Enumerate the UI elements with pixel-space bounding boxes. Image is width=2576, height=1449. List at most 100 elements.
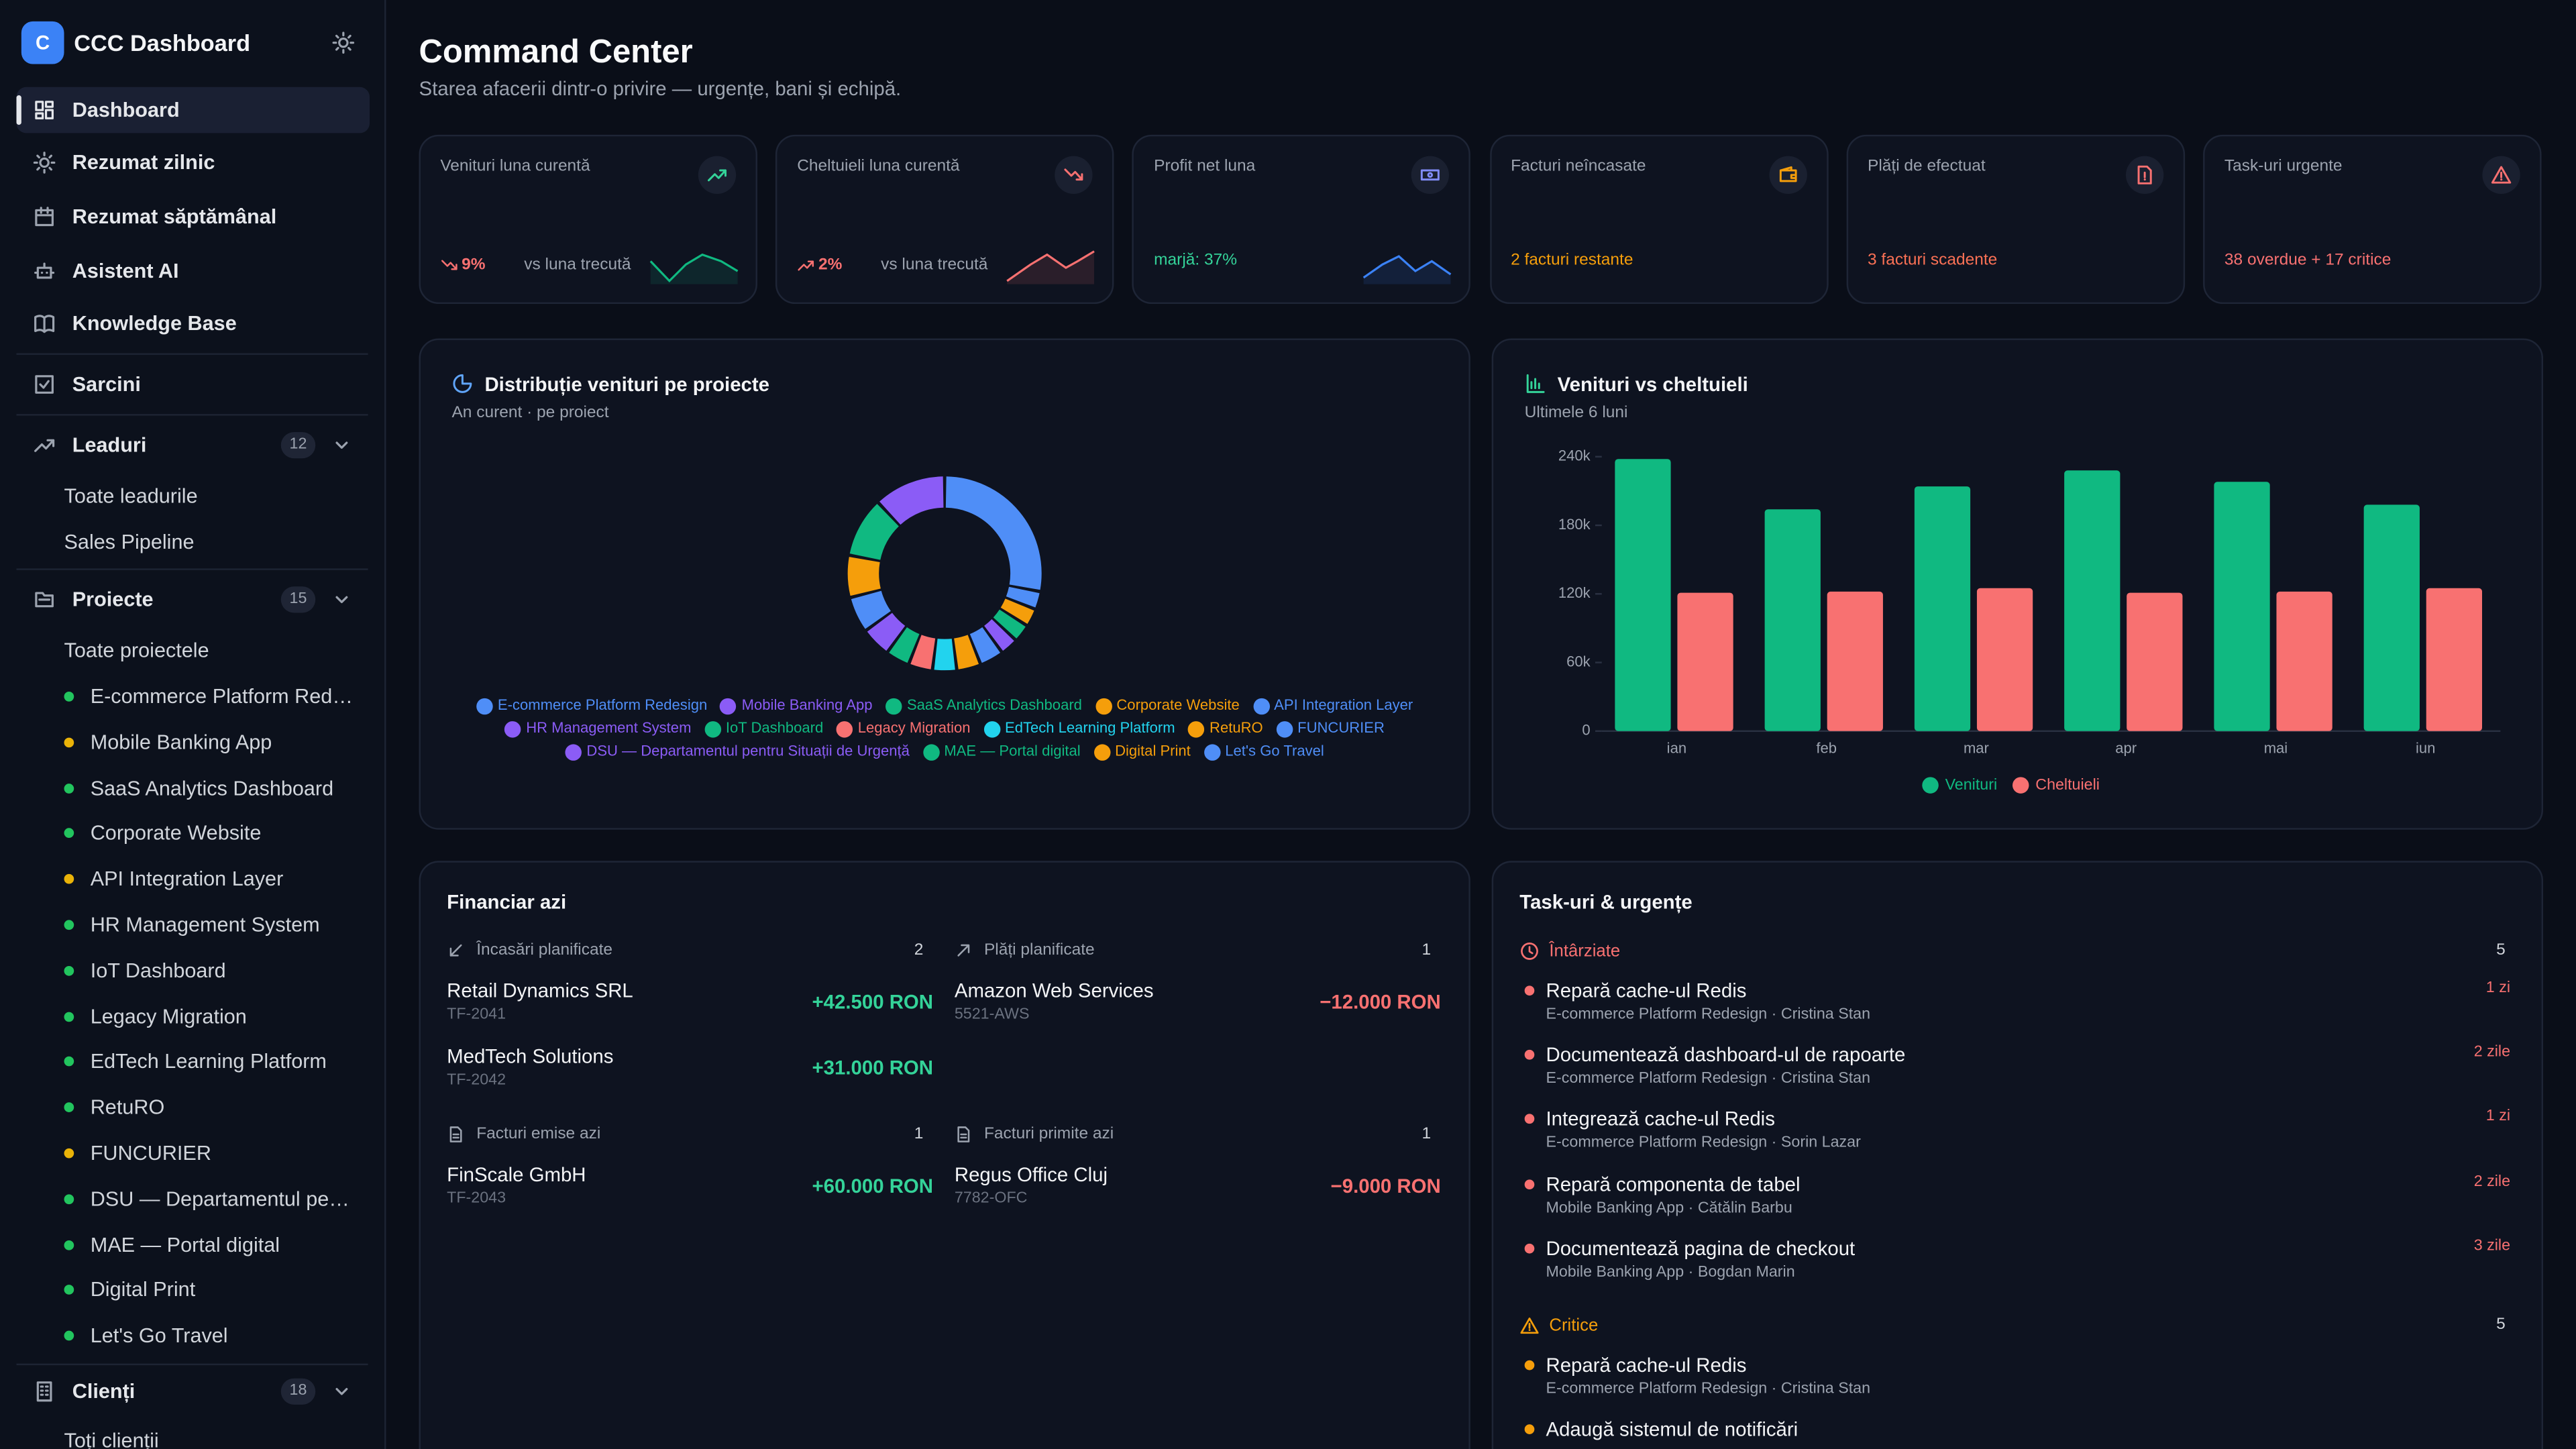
task-due: 2 zile <box>2473 1172 2511 1191</box>
counterparty: Amazon Web Services <box>954 979 1154 1002</box>
nav-group[interactable] <box>16 422 370 468</box>
status-dot <box>64 1331 74 1341</box>
legend-swatch <box>1252 697 1269 714</box>
counterparty: Retail Dynamics SRL <box>447 979 633 1002</box>
legend-label: Digital Print <box>1115 742 1191 759</box>
legend-item[interactable]: HR Management System <box>504 718 691 739</box>
legend-item[interactable]: FUNCURIER <box>1276 718 1385 739</box>
legend-item[interactable]: Digital Print <box>1093 741 1191 762</box>
project-link: MAE — Portal digital <box>90 1233 280 1256</box>
bar <box>2276 591 2332 731</box>
sparkline-line <box>651 255 738 281</box>
kpi-label: Facturi neîncasate <box>1511 158 1646 176</box>
x-tick-label: mar <box>1964 740 1989 757</box>
legend-label: SaaS Analytics Dashboard <box>906 696 1082 713</box>
legend-label: Legacy Migration <box>857 719 971 737</box>
sparkline-area <box>1364 256 1452 284</box>
icon <box>441 260 458 270</box>
donut-segment <box>983 619 1014 651</box>
legend-item[interactable]: SaaS Analytics Dashboard <box>885 695 1082 716</box>
legend-swatch <box>565 743 582 760</box>
task-dot <box>1524 1179 1535 1189</box>
nav-label: Rezumat săptămânal <box>72 205 277 229</box>
icon-path <box>1778 166 1796 182</box>
project-link: Mobile Banking App <box>90 731 272 754</box>
legend-item[interactable]: E-commerce Platform Redesign <box>476 695 707 716</box>
legend-item[interactable]: RetuRO <box>1188 718 1263 739</box>
legend-item[interactable]: API Integration Layer <box>1252 695 1413 716</box>
divider <box>16 1363 368 1366</box>
bar <box>2127 592 2183 731</box>
kpi-card <box>419 134 757 305</box>
nav-item[interactable] <box>16 362 370 408</box>
legend-item[interactable]: IoT Dashboard <box>704 718 823 739</box>
status-dot <box>64 783 74 793</box>
panel <box>1491 861 2544 1449</box>
icon <box>1526 374 1545 393</box>
active-indicator <box>16 95 21 125</box>
icon <box>34 262 55 279</box>
legend-label: Corporate Website <box>1116 696 1240 713</box>
nav-group[interactable] <box>16 577 370 623</box>
nav-group[interactable] <box>16 1368 370 1415</box>
nav-sub-label: Toate proiectele <box>64 639 209 662</box>
kpi-card <box>1489 134 1828 305</box>
legend-label: MAE — Portal digital <box>944 742 1081 759</box>
kpi-footer: 3 facturi scadente <box>1867 251 1998 270</box>
section-label: Încasări planificate <box>476 941 613 960</box>
status-dot <box>64 1285 74 1295</box>
section-label: Facturi emise azi <box>476 1125 601 1144</box>
kpi-icon-bg <box>698 156 737 194</box>
icon <box>707 169 727 182</box>
kpi-label: Venituri luna curentă <box>440 158 590 176</box>
nav-label: Asistent AI <box>72 259 179 283</box>
task-title: Repară cache-ul Redis <box>1546 979 1747 1002</box>
sparkline <box>1008 252 1095 284</box>
legend-item[interactable]: Mobile Banking App <box>720 695 873 716</box>
icon <box>35 592 54 608</box>
icon-path <box>1421 169 1440 181</box>
nav-item[interactable] <box>16 87 370 133</box>
legend-item[interactable]: Corporate Website <box>1095 695 1240 716</box>
task-dot <box>1524 985 1535 996</box>
task-title: Integrează cache-ul Redis <box>1546 1108 1775 1131</box>
icon <box>957 1126 970 1142</box>
donut-segment <box>1006 586 1040 608</box>
count-badge: 15 <box>280 586 316 613</box>
icon-path <box>36 1381 52 1402</box>
icon <box>34 315 55 333</box>
icon-path <box>441 260 458 270</box>
donut-legend: E-commerce Platform Redesign Mobile Banki… <box>443 695 1446 762</box>
legend-label[interactable]: Venituri <box>1945 775 1998 793</box>
status-dot <box>64 737 74 747</box>
project-link: Corporate Website <box>90 822 262 845</box>
icon <box>335 1388 348 1395</box>
legend-item[interactable]: EdTech Learning Platform <box>983 718 1175 739</box>
donut-segment <box>969 627 1001 663</box>
legend-label[interactable]: Cheltuieli <box>2035 775 2100 793</box>
status-dot <box>64 1057 74 1067</box>
section-count: 1 <box>1421 941 1432 960</box>
nav-item[interactable] <box>16 248 370 294</box>
section-count: 2 <box>914 941 924 960</box>
document-ref: TF-2043 <box>447 1189 506 1208</box>
donut-segment <box>1000 598 1034 624</box>
icon-path <box>1526 374 1545 393</box>
section-count: 1 <box>914 1125 924 1144</box>
legend-item[interactable]: MAE — Portal digital <box>922 741 1081 762</box>
icon-path <box>1064 168 1083 181</box>
kpi-card <box>2203 134 2542 305</box>
icon-path <box>335 441 348 449</box>
donut-segment <box>889 627 920 663</box>
icon <box>798 260 814 271</box>
icon <box>35 375 54 394</box>
panel <box>419 338 1470 830</box>
legend-item[interactable]: Legacy Migration <box>836 718 971 739</box>
icon-path <box>707 169 727 182</box>
kpi-footer: 38 overdue + 17 critice <box>2224 251 2392 270</box>
legend-item[interactable]: DSU — Departamentul pentru Situații de U… <box>565 741 910 762</box>
count-badge: 12 <box>280 432 316 459</box>
legend-item[interactable]: Let's Go Travel <box>1203 741 1324 762</box>
icon <box>1520 1318 1539 1334</box>
